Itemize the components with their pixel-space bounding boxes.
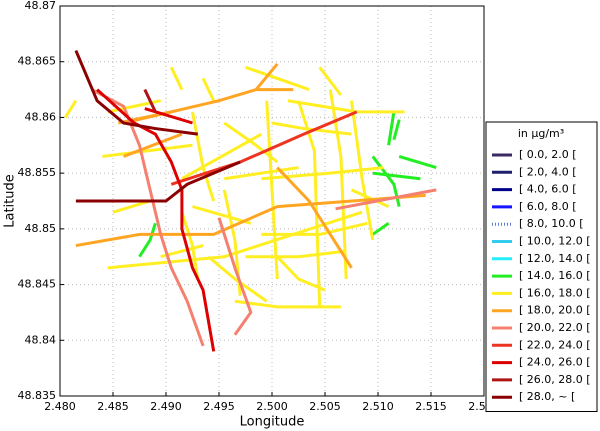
road-segment [254, 62, 279, 91]
x-tick-label: 2.500 [256, 400, 288, 413]
legend-label: [ 10.0, 12.0 [ [519, 235, 591, 248]
x-tick-label: 2.490 [150, 400, 182, 413]
y-tick-label: 48.84 [25, 333, 57, 346]
y-tick-label: 48.855 [18, 166, 57, 179]
legend-label: [ 8.0, 10.0 [ [519, 217, 584, 230]
x-tick-label: 2.485 [97, 400, 129, 413]
road-segment [245, 65, 310, 91]
x-tick-label: 2.505 [309, 400, 341, 413]
road-segment [102, 143, 193, 158]
legend-label: [ 14.0, 16.0 [ [519, 269, 591, 282]
road-segment [287, 99, 405, 114]
plot-frame [59, 5, 485, 397]
road-segment [318, 66, 343, 97]
x-tick-label: 2.515 [415, 400, 447, 413]
road-segment [350, 100, 375, 241]
road-segment [112, 199, 151, 214]
legend-label: [ 28.0, ~ [ [519, 390, 575, 403]
road-segment [261, 221, 368, 236]
road-segment [91, 88, 205, 347]
y-tick-label: 48.87 [25, 0, 57, 12]
legend-title: in μg/m³ [518, 127, 564, 140]
road-segment [181, 132, 263, 181]
road-segment [74, 49, 198, 136]
road-segment [392, 119, 401, 141]
road-segment [201, 77, 216, 102]
road-segment [180, 211, 200, 280]
road-segment [271, 121, 352, 136]
x-tick-label: 2.480 [44, 400, 76, 413]
legend-label: [ 4.0, 6.0 [ [519, 183, 577, 196]
y-axis-label: Latitude [3, 174, 18, 228]
x-tick-label: 2.495 [203, 400, 235, 413]
road-segment [170, 110, 358, 186]
legend-label: [ 12.0, 14.0 [ [519, 252, 591, 265]
road-segment [64, 99, 78, 119]
road-segment [245, 249, 347, 259]
legend-label: [ 6.0, 8.0 [ [519, 200, 577, 213]
road-segment [372, 171, 421, 181]
legend-label: [ 16.0, 18.0 [ [519, 286, 591, 299]
legend-label: [ 18.0, 20.0 [ [519, 304, 591, 317]
y-tick-label: 48.85 [25, 222, 57, 235]
y-tick-label: 48.835 [18, 389, 57, 402]
road-segment [387, 111, 396, 146]
legend-label: [ 20.0, 22.0 [ [519, 321, 591, 334]
road-segment [224, 166, 299, 181]
x-axis-label: Longitude [240, 415, 305, 430]
road-segment [169, 66, 184, 91]
legend: in μg/m³ [ 0.0, 2.0 [ [ 2.0, 4.0 [ [ 4.0, 6… [485, 121, 598, 412]
x-tick-label: 2.510 [362, 400, 394, 413]
road-segment [371, 222, 390, 236]
road-segment [191, 111, 216, 202]
legend-label: [ 2.0, 4.0 [ [519, 165, 577, 178]
road-segment [75, 160, 241, 203]
road-segment [192, 205, 252, 225]
road-segment [265, 100, 279, 280]
road-segment [276, 166, 353, 269]
road-segment [371, 155, 401, 207]
legend-label: [ 22.0, 24.0 [ [519, 338, 591, 351]
road-segment [328, 89, 348, 280]
road-segment [138, 222, 157, 258]
road-segment [123, 132, 183, 158]
y-tick-label: 48.86 [25, 110, 57, 123]
road-segment [335, 188, 437, 211]
road-segment [276, 255, 326, 292]
road-segment [75, 193, 426, 248]
y-tick-label: 48.865 [18, 55, 57, 68]
legend-label: [ 24.0, 26.0 [ [519, 356, 591, 369]
y-tick-label: 48.845 [18, 278, 57, 291]
road-segment [398, 154, 437, 170]
road-segment [217, 217, 253, 336]
road-segment [143, 88, 157, 113]
legend-label: [ 0.0, 2.0 [ [519, 148, 577, 161]
road-segment [144, 107, 193, 125]
road-segment [207, 255, 268, 303]
legend-label: [ 26.0, 28.0 [ [519, 373, 591, 386]
